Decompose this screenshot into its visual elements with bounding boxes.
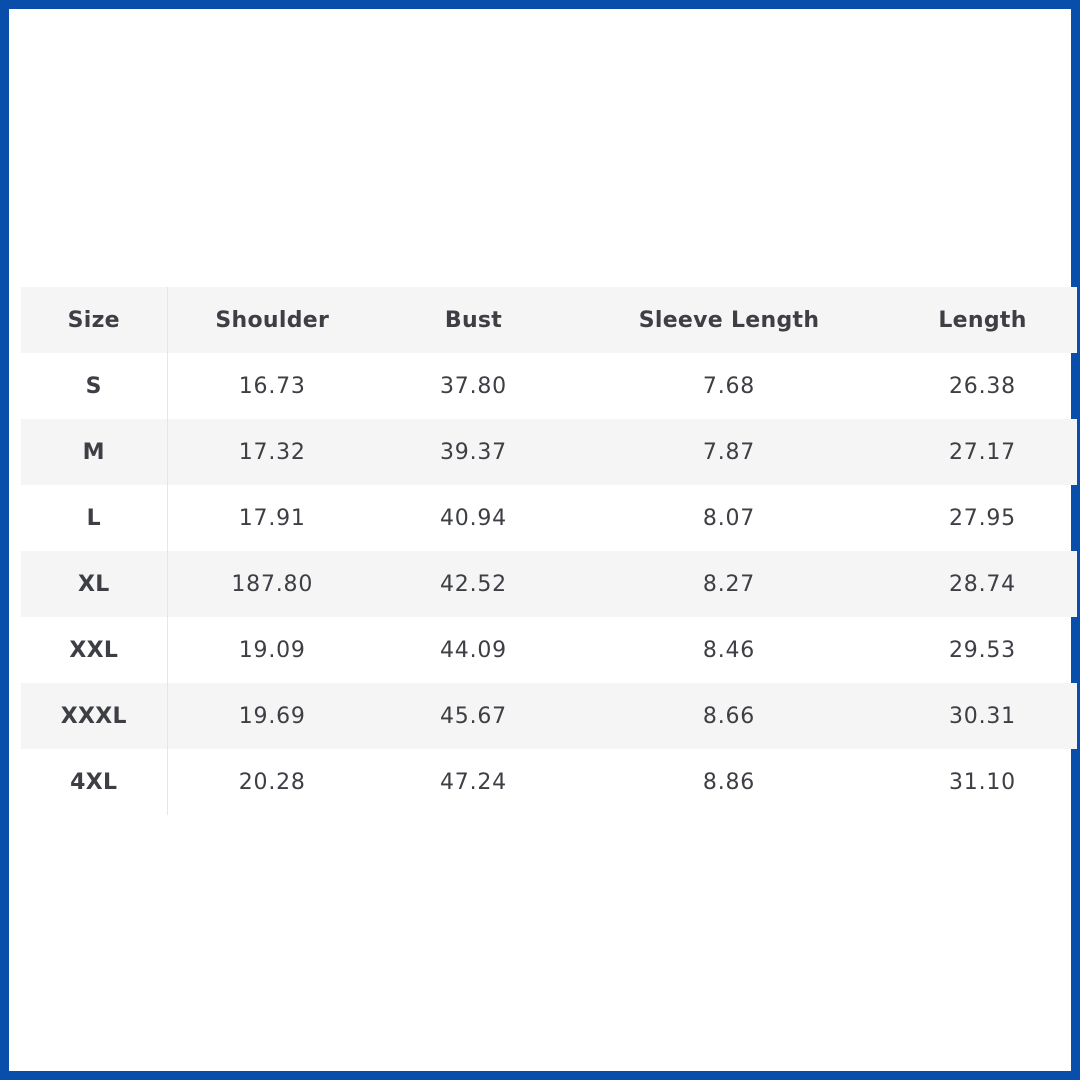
sleeve-length-cell: 8.46 [702, 637, 756, 663]
sleeve-length-cell: 8.07 [702, 505, 756, 531]
table-row: L 17.91 40.94 8.07 27.95 [21, 485, 1077, 551]
shoulder-cell: 20.28 [238, 769, 306, 795]
sleeve-length-cell: 8.66 [570, 683, 888, 749]
size-cell: XXXL [21, 683, 168, 749]
shoulder-cell: 19.09 [238, 637, 306, 663]
length-cell: 30.31 [888, 683, 1077, 749]
shoulder-cell: 17.91 [238, 505, 306, 531]
table-row: 4XL 20.28 47.24 8.86 31.10 [21, 749, 1077, 815]
header-sleeve-length: Sleeve Length [570, 287, 888, 353]
size-cell: M [21, 419, 168, 485]
bust-cell: 37.80 [440, 373, 507, 399]
shoulder-cell: 187.80 [167, 551, 377, 617]
sleeve-length-cell: 7.87 [570, 419, 888, 485]
table-row: M 17.32 39.37 7.87 27.17 [21, 419, 1077, 485]
header-length: Length [888, 287, 1077, 353]
shoulder-cell: 16.73 [238, 373, 306, 399]
table-row: XL 187.80 42.52 8.27 28.74 [21, 551, 1077, 617]
size-cell: S [21, 353, 168, 419]
size-cell: L [21, 485, 168, 551]
length-cell: 26.38 [949, 373, 1016, 399]
size-cell: XXL [21, 617, 168, 683]
length-cell: 28.74 [888, 551, 1077, 617]
length-cell: 27.95 [949, 505, 1016, 531]
bust-cell: 44.09 [440, 637, 507, 663]
bust-cell: 42.52 [377, 551, 570, 617]
bust-cell: 40.94 [440, 505, 507, 531]
header-bust: Bust [377, 287, 570, 353]
sleeve-length-cell: 8.86 [702, 769, 756, 795]
length-cell: 27.17 [888, 419, 1077, 485]
bust-cell: 47.24 [440, 769, 507, 795]
bust-cell: 39.37 [377, 419, 570, 485]
sleeve-length-cell: 8.27 [570, 551, 888, 617]
header-shoulder: Shoulder [167, 287, 377, 353]
table-row: XXXL 19.69 45.67 8.66 30.31 [21, 683, 1077, 749]
table-row: XXL 19.09 44.09 8.46 29.53 [21, 617, 1077, 683]
length-cell: 29.53 [949, 637, 1016, 663]
shoulder-cell: 19.69 [167, 683, 377, 749]
size-chart-table: Size Shoulder Bust Sleeve Length Length … [21, 287, 1078, 815]
shoulder-cell: 17.32 [167, 419, 377, 485]
header-row: Size Shoulder Bust Sleeve Length Length [21, 287, 1077, 353]
size-cell: 4XL [21, 749, 168, 815]
bust-cell: 45.67 [377, 683, 570, 749]
table-row: S 16.73 37.80 7.68 26.38 [21, 353, 1077, 419]
length-cell: 31.10 [949, 769, 1016, 795]
size-cell: XL [21, 551, 168, 617]
sleeve-length-cell: 7.68 [702, 373, 756, 399]
header-size: Size [21, 287, 168, 353]
